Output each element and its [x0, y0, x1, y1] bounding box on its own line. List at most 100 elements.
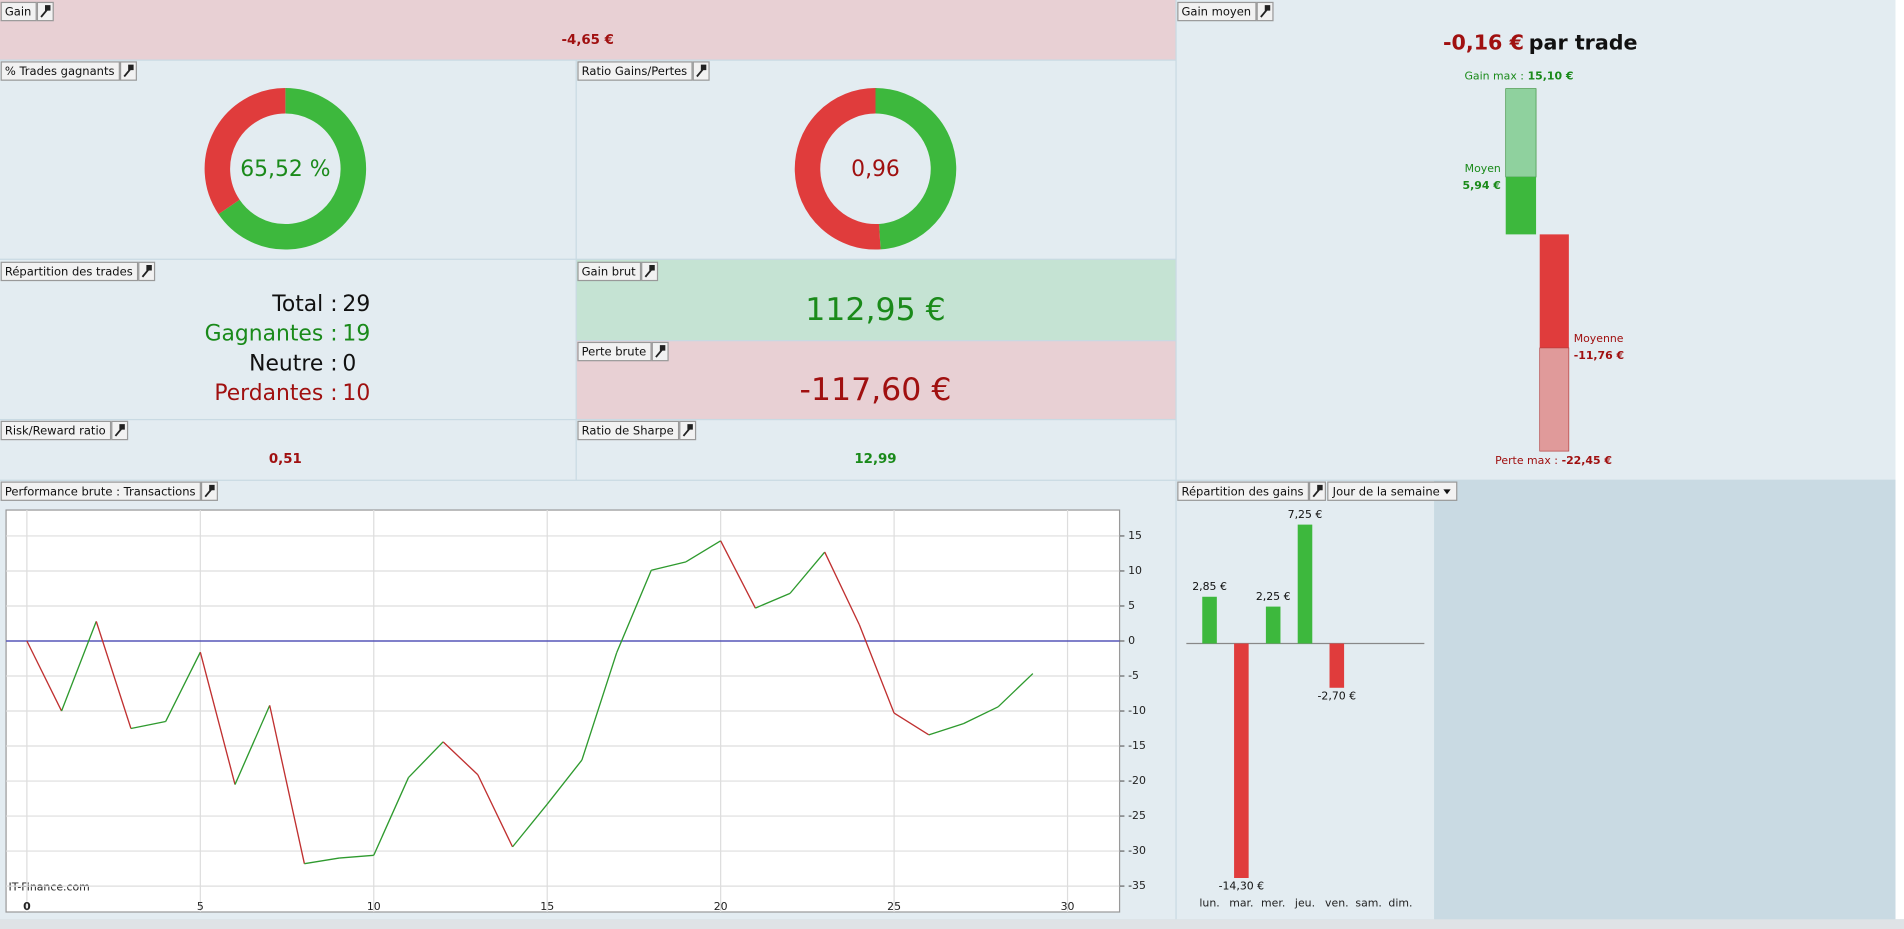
wrench-icon — [1260, 5, 1271, 18]
max-gain-label: Gain max : — [1464, 69, 1523, 82]
bar — [1297, 524, 1313, 644]
panel-title: Gain moyen — [1182, 5, 1252, 19]
y-tick-label: -25 — [1128, 809, 1146, 822]
watermark: IT-Finance.com — [8, 881, 89, 894]
bar-label: 2,85 € — [1192, 580, 1227, 593]
risk-reward-value: 0,51 — [269, 452, 302, 467]
bar — [1329, 643, 1345, 688]
panel-title: Performance brute : Transactions — [5, 484, 196, 498]
bar — [1234, 643, 1249, 878]
wrench-icon — [682, 424, 693, 437]
panel-tab — [0, 481, 201, 501]
max-loss-label: Perte max : — [1495, 454, 1558, 467]
wrench-icon — [655, 345, 666, 358]
wrench-icon — [204, 484, 215, 498]
x-tick-label: lun. — [1199, 896, 1219, 909]
performance-segment — [720, 540, 756, 609]
dropdown-label: Jour de la semaine — [1332, 484, 1440, 498]
max-loss-value: -22,45 € — [1562, 454, 1612, 467]
avg-gain-bar — [1505, 177, 1537, 235]
max-loss-bar — [1539, 347, 1570, 452]
performance-segment — [685, 540, 721, 563]
bar-label: -14,30 € — [1219, 879, 1265, 892]
panel-tab — [0, 261, 139, 282]
panel-tab — [577, 61, 693, 81]
performance-segment — [442, 741, 479, 776]
wrench-icon — [123, 64, 134, 78]
perte-brute-value: -117,60 € — [800, 372, 952, 408]
trade-count-label: Gagnantes : — [205, 322, 338, 347]
gain-value: -4,65 € — [562, 33, 614, 48]
performance-segment — [755, 592, 791, 609]
panel-title: Gain brut — [582, 265, 636, 279]
panel-tab — [577, 420, 680, 441]
panel-title: % Trades gagnants — [5, 64, 115, 78]
donut-label: 65,52 % — [240, 157, 330, 182]
performance-segment — [339, 854, 374, 859]
performance-segment — [407, 741, 444, 779]
x-tick-label: mer. — [1261, 896, 1285, 909]
panel-repartition-trades — [0, 259, 576, 419]
y-tick-label: -30 — [1128, 844, 1146, 857]
y-tick-label: -20 — [1128, 774, 1146, 787]
trade-count-value: 29 — [342, 292, 370, 317]
panel-title: Répartition des gains — [1182, 484, 1304, 498]
trade-count-value: 19 — [342, 322, 370, 347]
y-tick-label: -15 — [1128, 739, 1146, 752]
performance-segment — [546, 759, 583, 805]
performance-segment — [130, 720, 166, 730]
gain-brut-value: 112,95 € — [805, 292, 946, 328]
panel-tab — [0, 61, 120, 81]
max-gain-value: 15,10 € — [1528, 69, 1574, 82]
y-tick-label: -35 — [1128, 879, 1146, 892]
x-tick-label: sam. — [1355, 896, 1381, 909]
performance-segment — [824, 551, 861, 626]
trade-count-label: Perdantes : — [214, 381, 337, 406]
trade-count-label: Neutre : — [249, 351, 337, 376]
panel-tab — [1177, 1, 1257, 22]
y-tick-label: 10 — [1128, 564, 1142, 577]
wrench-icon — [141, 265, 152, 278]
x-tick-label: 30 — [1061, 900, 1075, 913]
performance-segment — [893, 712, 930, 736]
performance-segment — [651, 561, 687, 571]
donut-loss — [204, 88, 286, 215]
side-strip — [1895, 0, 1904, 920]
y-tick-label: -10 — [1128, 704, 1146, 717]
x-tick-label: mar. — [1229, 896, 1253, 909]
x-tick-label: 10 — [367, 900, 381, 913]
x-tick-label: dim. — [1388, 896, 1412, 909]
panel-gain-moyen — [1176, 0, 1896, 480]
dropdown[interactable] — [1327, 481, 1458, 501]
sharpe-value: 12,99 — [854, 452, 896, 467]
wrench-icon — [644, 265, 655, 278]
dropdown-arrow — [1443, 489, 1451, 495]
performance-segment — [858, 624, 895, 714]
avg-gain-value: -0,16 € — [1443, 31, 1524, 55]
y-tick-label: -5 — [1128, 669, 1139, 682]
avg-loss-value: -11,76 € — [1574, 349, 1624, 362]
wrench-icon — [114, 424, 125, 437]
trade-count-value: 10 — [342, 381, 370, 406]
panel-title: Répartition des trades — [5, 265, 133, 279]
panel-tab — [0, 420, 112, 441]
y-tick-label: 15 — [1128, 529, 1142, 542]
status-bar — [0, 919, 1904, 929]
trade-count-value: 0 — [342, 351, 356, 376]
donut-loss — [794, 88, 881, 250]
wrench-icon — [1312, 484, 1323, 498]
bar — [1202, 596, 1217, 644]
wrench-icon — [40, 5, 51, 18]
panel-tab — [1177, 481, 1309, 501]
panel-title: Gain — [5, 5, 31, 19]
performance-segment — [234, 705, 271, 785]
panel-tab — [577, 341, 652, 362]
performance-segment — [477, 774, 514, 848]
donut-gain — [875, 88, 957, 250]
panel-title: Perte brute — [582, 345, 647, 359]
panel-tab — [0, 1, 37, 22]
performance-segment — [60, 621, 97, 712]
bar — [1265, 606, 1281, 644]
max-gain-bar — [1505, 88, 1537, 178]
y-tick-label: 5 — [1128, 599, 1135, 612]
